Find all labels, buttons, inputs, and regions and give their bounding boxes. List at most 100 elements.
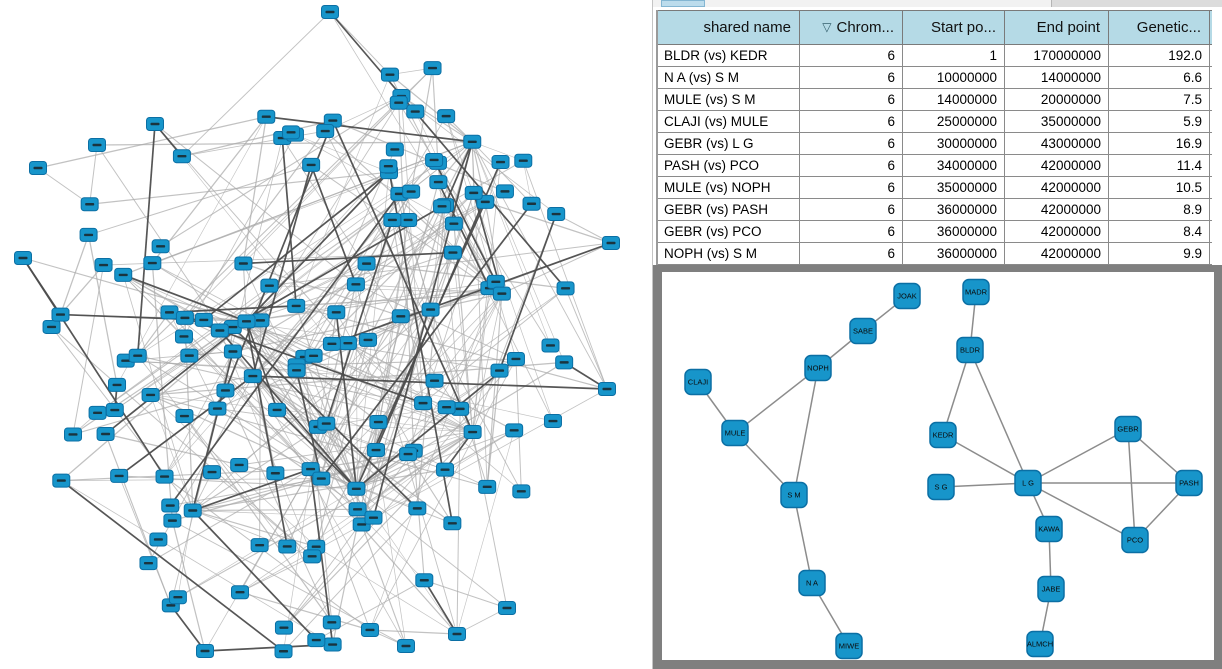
column-header-end-point[interactable]: End point <box>1005 11 1109 44</box>
network-edge[interactable] <box>296 364 473 433</box>
table-cell[interactable]: 42000000 <box>1005 155 1109 176</box>
network-edge[interactable] <box>125 360 297 371</box>
network-node[interactable] <box>602 236 620 250</box>
network-edge[interactable] <box>118 475 172 606</box>
subnetwork-edge[interactable] <box>793 367 819 496</box>
network-node[interactable] <box>437 400 456 415</box>
network-node[interactable] <box>146 117 164 131</box>
network-node[interactable] <box>385 142 404 157</box>
network-edge[interactable] <box>171 520 206 652</box>
subnetwork-edge[interactable] <box>969 349 1029 484</box>
table-cell[interactable]: 6 <box>800 155 903 176</box>
node-shape[interactable] <box>929 421 957 449</box>
network-node[interactable] <box>307 633 326 648</box>
network-edge[interactable] <box>294 134 390 173</box>
network-node[interactable] <box>312 471 331 486</box>
column-header-genetic[interactable]: Genetic... <box>1109 11 1210 44</box>
network-node[interactable] <box>149 532 168 547</box>
table-cell[interactable]: 5.9 <box>1109 111 1210 132</box>
network-node[interactable] <box>512 484 531 499</box>
network-edge[interactable] <box>471 141 532 205</box>
network-node[interactable] <box>163 513 182 528</box>
subnetwork-node[interactable]: L G <box>1014 469 1042 497</box>
table-cell[interactable]: 43000000 <box>1005 133 1109 154</box>
network-edge[interactable] <box>522 160 608 390</box>
table-cell[interactable]: 192.0 <box>1109 45 1210 66</box>
table-cell[interactable]: 7.5 <box>1109 89 1210 110</box>
network-node[interactable] <box>268 402 287 417</box>
network-node[interactable] <box>223 344 242 359</box>
subnetwork-node[interactable]: PASH <box>1175 469 1203 497</box>
main-network-panel[interactable] <box>0 0 652 669</box>
subnetwork-edge[interactable] <box>940 482 1029 488</box>
network-node[interactable] <box>478 479 497 494</box>
table-cell[interactable]: 35000000 <box>903 177 1005 198</box>
table-cell[interactable]: 1 <box>903 45 1005 66</box>
network-edge[interactable] <box>224 390 333 623</box>
table-horizontal-scrollbar[interactable] <box>653 0 1222 7</box>
node-shape[interactable] <box>1175 469 1203 497</box>
network-edge[interactable] <box>246 320 447 408</box>
network-edge[interactable] <box>372 141 474 518</box>
network-node[interactable] <box>110 468 129 483</box>
network-edge[interactable] <box>164 375 254 477</box>
network-edge[interactable] <box>192 510 374 519</box>
subnetwork-node[interactable]: NOPH <box>804 354 832 382</box>
node-shape[interactable] <box>721 419 749 447</box>
network-node[interactable] <box>506 351 525 366</box>
network-node[interactable] <box>327 305 346 320</box>
network-node[interactable] <box>172 149 191 164</box>
node-shape[interactable] <box>1114 415 1142 443</box>
table-cell[interactable]: 14000000 <box>903 89 1005 110</box>
table-row[interactable]: MULE (vs) S M 6 14000000 20000000 7.5 <box>658 89 1212 111</box>
network-edge[interactable] <box>361 430 515 525</box>
network-edge[interactable] <box>310 309 431 470</box>
network-node[interactable] <box>203 465 222 480</box>
network-edge[interactable] <box>122 274 247 323</box>
table-row[interactable]: GEBR (vs) PASH 6 36000000 42000000 8.9 <box>658 199 1212 221</box>
network-node[interactable] <box>402 184 421 199</box>
network-edge[interactable] <box>283 508 418 652</box>
network-edge[interactable] <box>181 11 331 157</box>
network-node[interactable] <box>194 312 213 327</box>
network-node[interactable] <box>491 155 510 170</box>
subnetwork-node[interactable]: MULE <box>721 419 749 447</box>
network-node[interactable] <box>359 332 378 347</box>
network-edge[interactable] <box>89 144 98 205</box>
network-edge[interactable] <box>326 423 473 433</box>
network-edge[interactable] <box>335 191 412 313</box>
network-node[interactable] <box>436 462 455 477</box>
network-node[interactable] <box>128 348 147 363</box>
network-edge[interactable] <box>416 205 446 509</box>
network-node[interactable] <box>346 277 365 292</box>
network-edge[interactable] <box>192 509 317 641</box>
subnetwork-node[interactable]: JOAK <box>893 282 921 310</box>
node-shape[interactable] <box>1037 575 1065 603</box>
subnetwork-node[interactable]: ALMCH <box>1026 630 1054 658</box>
network-edge[interactable] <box>444 141 474 206</box>
network-node[interactable] <box>175 310 194 325</box>
table-cell[interactable]: 8.4 <box>1109 221 1210 242</box>
network-edge[interactable] <box>431 68 439 163</box>
scrollbar-track[interactable] <box>1051 0 1222 7</box>
network-edge[interactable] <box>486 370 501 487</box>
network-node[interactable] <box>425 373 444 388</box>
network-node[interactable] <box>174 329 193 344</box>
network-node[interactable] <box>96 427 115 442</box>
network-edge[interactable] <box>169 193 401 507</box>
table-cell[interactable]: 170000000 <box>1005 45 1109 66</box>
network-edge[interactable] <box>246 287 490 322</box>
table-cell[interactable]: GEBR (vs) L G <box>658 133 800 154</box>
network-edge[interactable] <box>555 213 612 244</box>
network-edge[interactable] <box>315 339 369 547</box>
network-edge[interactable] <box>245 171 390 322</box>
network-edge[interactable] <box>137 312 170 357</box>
network-node[interactable] <box>348 502 367 517</box>
network-edge[interactable] <box>329 11 567 289</box>
network-edge[interactable] <box>137 355 473 433</box>
subnetwork-edge[interactable] <box>793 494 813 584</box>
network-node[interactable] <box>274 644 293 659</box>
network-node[interactable] <box>88 138 106 152</box>
network-edge[interactable] <box>239 555 313 593</box>
network-node[interactable] <box>42 319 61 334</box>
